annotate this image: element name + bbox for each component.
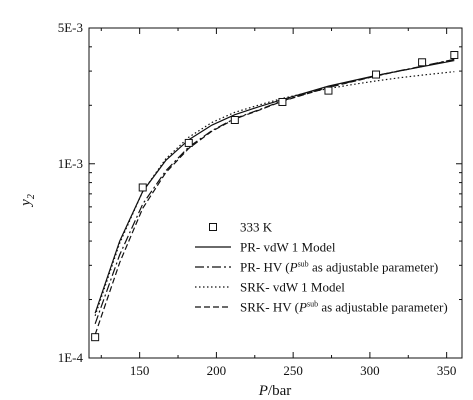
legend-label: SRK- HV (Psub as adjustable parameter)	[240, 300, 448, 315]
plot-frame	[88, 27, 463, 359]
x-tick-label: 300	[360, 363, 380, 378]
series-layer	[91, 51, 459, 342]
x-tick-label: 200	[207, 363, 227, 378]
data-point	[138, 183, 147, 192]
x-axis-title: P/bar	[258, 383, 292, 399]
series-line-4	[94, 58, 455, 335]
data-point	[372, 70, 381, 79]
data-point	[91, 333, 100, 342]
series-line-3	[94, 71, 455, 316]
y-tick-label: 5E-3	[58, 20, 83, 35]
series-line-1	[94, 59, 455, 314]
y-axis: 1E-4 1E-3 5E-3	[58, 20, 462, 365]
data-point	[278, 97, 287, 106]
legend: 333 K PR- vdW 1 Model PR- HV (Psub as adju…	[195, 220, 448, 315]
data-point	[418, 58, 427, 67]
legend-label: PR- vdW 1 Model	[240, 240, 336, 255]
y-axis-title: y2	[18, 194, 37, 208]
x-axis: 150 200 250 300 350	[100, 28, 457, 378]
y-tick-label: 1E-3	[58, 156, 83, 171]
y-tick-label: 1E-4	[58, 350, 84, 365]
legend-marker	[209, 223, 217, 231]
x-tick-label: 350	[437, 363, 457, 378]
legend-label: SRK- vdW 1 Model	[240, 280, 345, 295]
legend-label: 333 K	[240, 220, 273, 235]
data-point	[230, 116, 239, 125]
x-tick-label: 250	[283, 363, 303, 378]
data-point	[324, 86, 333, 95]
data-point	[184, 138, 193, 147]
data-point	[450, 51, 459, 60]
x-tick-label: 150	[130, 363, 150, 378]
legend-label: PR- HV (Psub as adjustable parameter)	[240, 260, 438, 275]
